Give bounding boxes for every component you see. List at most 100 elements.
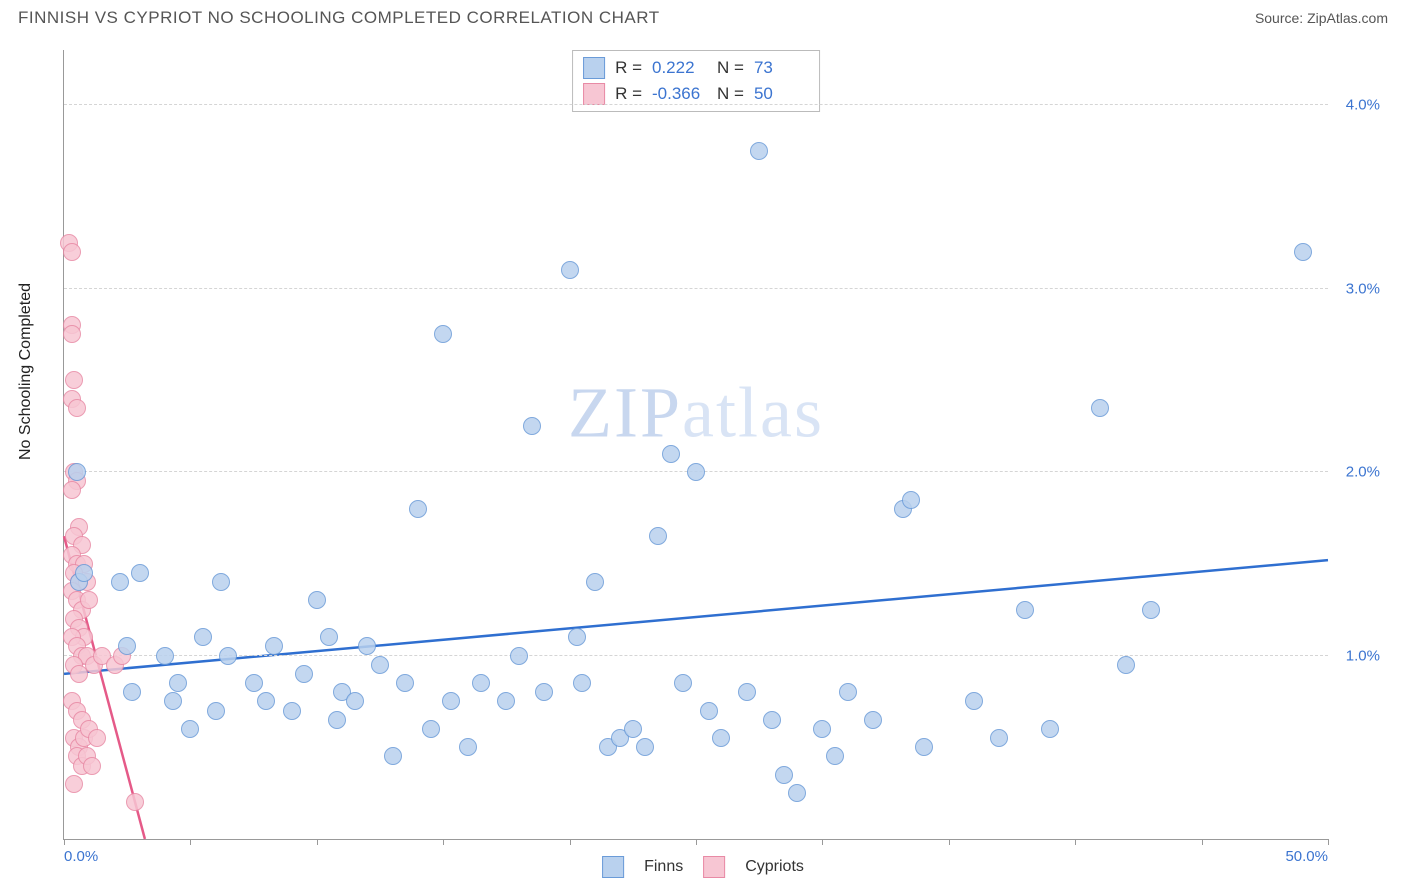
data-point — [472, 674, 490, 692]
data-point — [181, 720, 199, 738]
data-point — [826, 747, 844, 765]
data-point — [207, 702, 225, 720]
x-tick — [949, 839, 950, 845]
data-point — [295, 665, 313, 683]
data-point — [65, 775, 83, 793]
y-tick-label: 2.0% — [1346, 464, 1380, 481]
data-point — [68, 399, 86, 417]
data-point — [750, 142, 768, 160]
gridline — [64, 655, 1328, 656]
legend: Finns Cypriots — [602, 856, 804, 878]
data-point — [320, 628, 338, 646]
data-point — [164, 692, 182, 710]
x-tick — [570, 839, 571, 845]
data-point — [371, 656, 389, 674]
data-point — [308, 591, 326, 609]
data-point — [839, 683, 857, 701]
data-point — [442, 692, 460, 710]
data-point — [63, 481, 81, 499]
y-tick-label: 3.0% — [1346, 280, 1380, 297]
data-point — [434, 325, 452, 343]
data-point — [624, 720, 642, 738]
data-point — [687, 463, 705, 481]
data-point — [131, 564, 149, 582]
data-point — [257, 692, 275, 710]
data-point — [126, 793, 144, 811]
data-point — [1091, 399, 1109, 417]
data-point — [523, 417, 541, 435]
data-point — [63, 325, 81, 343]
data-point — [674, 674, 692, 692]
data-point — [990, 729, 1008, 747]
data-point — [212, 573, 230, 591]
data-point — [1041, 720, 1059, 738]
data-point — [763, 711, 781, 729]
source-credit: Source: ZipAtlas.com — [1255, 10, 1388, 26]
data-point — [346, 692, 364, 710]
data-point — [788, 784, 806, 802]
data-point — [561, 261, 579, 279]
legend-finns-swatch — [602, 856, 624, 878]
x-tick — [1202, 839, 1203, 845]
data-point — [1294, 243, 1312, 261]
data-point — [1117, 656, 1135, 674]
legend-cypriots-swatch — [703, 856, 725, 878]
stat-row-finns: R = 0.222 N = 73 — [583, 55, 809, 81]
x-tick — [317, 839, 318, 845]
plot-area: ZIPatlas R = 0.222 N = 73 R = -0.366 N =… — [63, 50, 1328, 840]
data-point — [775, 766, 793, 784]
data-point — [700, 702, 718, 720]
data-point — [118, 637, 136, 655]
data-point — [219, 647, 237, 665]
x-tick — [696, 839, 697, 845]
trend-lines — [64, 50, 1328, 839]
data-point — [88, 729, 106, 747]
data-point — [1016, 601, 1034, 619]
data-point — [915, 738, 933, 756]
data-point — [712, 729, 730, 747]
data-point — [965, 692, 983, 710]
data-point — [63, 243, 81, 261]
data-point — [573, 674, 591, 692]
gridline — [64, 104, 1328, 105]
data-point — [535, 683, 553, 701]
data-point — [384, 747, 402, 765]
x-tick-label: 0.0% — [64, 848, 98, 865]
legend-finns-label: Finns — [644, 858, 683, 876]
data-point — [265, 637, 283, 655]
y-tick-label: 4.0% — [1346, 97, 1380, 114]
data-point — [636, 738, 654, 756]
data-point — [68, 463, 86, 481]
data-point — [902, 491, 920, 509]
data-point — [358, 637, 376, 655]
data-point — [396, 674, 414, 692]
data-point — [245, 674, 263, 692]
cypriots-swatch — [583, 83, 605, 105]
data-point — [497, 692, 515, 710]
x-tick — [1328, 839, 1329, 845]
data-point — [864, 711, 882, 729]
x-tick — [190, 839, 191, 845]
data-point — [75, 564, 93, 582]
finns-swatch — [583, 57, 605, 79]
data-point — [568, 628, 586, 646]
data-point — [328, 711, 346, 729]
chart-container: No Schooling Completed ZIPatlas R = 0.22… — [18, 40, 1388, 880]
gridline — [64, 288, 1328, 289]
data-point — [156, 647, 174, 665]
data-point — [649, 527, 667, 545]
data-point — [459, 738, 477, 756]
y-axis-title: No Schooling Completed — [17, 283, 35, 460]
data-point — [1142, 601, 1160, 619]
data-point — [169, 674, 187, 692]
data-point — [586, 573, 604, 591]
data-point — [283, 702, 301, 720]
data-point — [813, 720, 831, 738]
data-point — [194, 628, 212, 646]
x-tick — [443, 839, 444, 845]
x-tick — [64, 839, 65, 845]
data-point — [662, 445, 680, 463]
data-point — [738, 683, 756, 701]
data-point — [409, 500, 427, 518]
data-point — [422, 720, 440, 738]
